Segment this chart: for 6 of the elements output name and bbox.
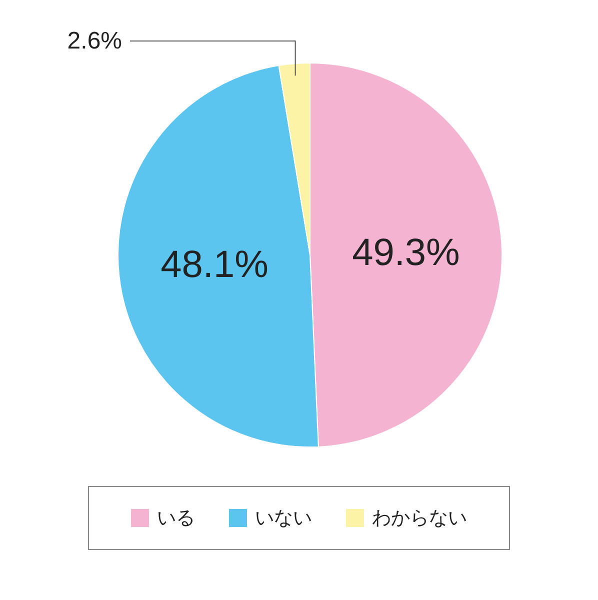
data-label: 48.1%: [160, 244, 268, 286]
data-label: 49.3%: [352, 232, 460, 274]
legend-label: いない: [255, 507, 312, 531]
legend-label: いる: [157, 507, 195, 531]
data-label: 2.6%: [67, 28, 122, 54]
legend-label: わからない: [372, 507, 467, 531]
